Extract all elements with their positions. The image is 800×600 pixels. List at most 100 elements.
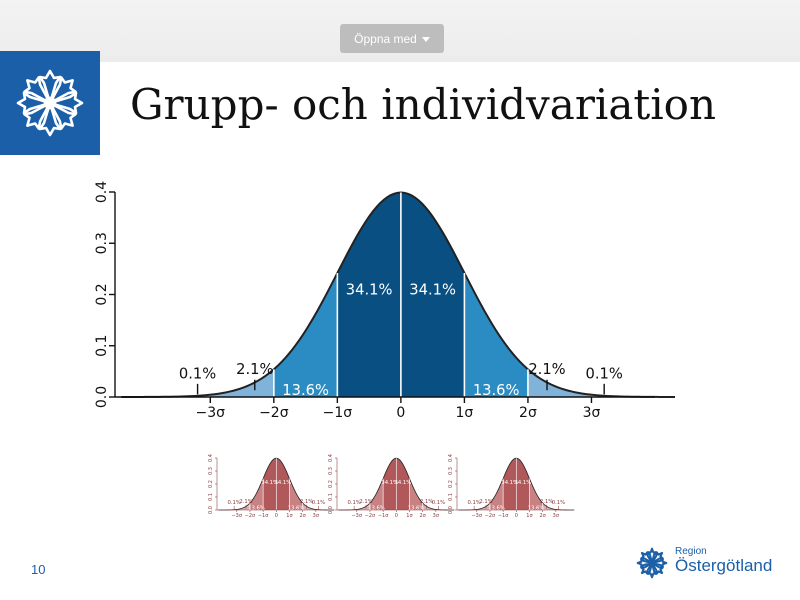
x-tick-label: 3σ xyxy=(583,405,601,421)
y-tick-label: 0.0 xyxy=(448,506,454,514)
band-label: 2.1% xyxy=(359,499,372,505)
y-tick-label: 0.4 xyxy=(95,181,110,203)
viewer-toolbar: Öppna med xyxy=(0,0,800,62)
x-tick-label: 3σ xyxy=(553,513,560,519)
thumbnail-charts: −3σ −2σ −1σ 0 1σ 2σ 3σ0.00.10.20.30.40.1%2.1%1… xyxy=(208,454,575,519)
band-label: 34.1% xyxy=(261,480,278,486)
band-label: 13.6% xyxy=(473,382,520,399)
x-tick-label: 0 xyxy=(396,405,405,421)
normal-distribution-chart: −3σ −2σ −1σ 0 1σ 2σ 3σ 0.0 0.1 0.2 0.3 0.4 0.1% 2.1% 1… xyxy=(95,181,675,421)
brand-name: Östergötland xyxy=(675,556,773,575)
y-tick-label: 0.1 xyxy=(328,493,334,501)
band-label: 0.1% xyxy=(586,365,623,382)
x-tick-label: 2σ xyxy=(539,513,546,519)
y-tick-label: 0.1 xyxy=(95,335,110,357)
band-label: 34.1% xyxy=(501,480,518,486)
x-tick-label: −2σ xyxy=(485,513,496,519)
band-label: 2.1% xyxy=(239,499,252,505)
band-label: 2.1% xyxy=(236,361,273,378)
x-tick-label: −1σ xyxy=(378,513,389,519)
y-tick-label: 0.0 xyxy=(208,506,214,514)
y-tick-label: 0.3 xyxy=(448,467,454,475)
x-tick-label: −1σ xyxy=(323,405,353,421)
band-label: 0.1% xyxy=(432,500,445,506)
x-tick-label: 3σ xyxy=(313,513,320,519)
x-tick-label: 2σ xyxy=(419,513,426,519)
open-with-label: Öppna med xyxy=(354,31,417,46)
y-tick-label: 0.3 xyxy=(95,232,110,254)
x-tick-label: −3σ xyxy=(471,513,482,519)
y-tick-label: 0.2 xyxy=(208,480,214,488)
band-label: 34.1% xyxy=(381,480,398,486)
sigma-band xyxy=(210,369,274,397)
y-tick-label: 0.2 xyxy=(95,283,110,305)
x-tick-label: 1σ xyxy=(406,513,413,519)
y-tick-label: 0.4 xyxy=(448,454,454,462)
x-tick-label: 0 xyxy=(515,513,518,519)
band-label: 0.1% xyxy=(347,500,360,506)
x-tick-label: −3σ xyxy=(196,405,226,421)
band-label: 13.6% xyxy=(528,505,545,511)
x-tick-label: −3σ xyxy=(231,513,242,519)
open-with-button[interactable]: Öppna med xyxy=(340,24,444,53)
x-tick-label: 0 xyxy=(275,513,278,519)
x-tick-label: 0 xyxy=(395,513,398,519)
cornflower-icon xyxy=(16,69,84,137)
band-label: 0.1% xyxy=(227,500,240,506)
cornflower-icon xyxy=(636,547,668,579)
x-tick-label: −2σ xyxy=(365,513,376,519)
band-label: 0.1% xyxy=(179,365,216,382)
brand-logo: Region Östergötland xyxy=(633,546,783,582)
band-label: 13.6% xyxy=(288,505,305,511)
density-curve xyxy=(218,457,335,511)
y-tick-label: 0.2 xyxy=(328,480,334,488)
band-label: 13.6% xyxy=(368,505,385,511)
x-tick-label: −3σ xyxy=(351,513,362,519)
band-label: 13.6% xyxy=(248,505,265,511)
band-label: 2.1% xyxy=(420,499,433,505)
band-label: 2.1% xyxy=(300,499,313,505)
sigma-band xyxy=(302,502,316,510)
band-label: 34.1% xyxy=(275,480,292,486)
y-tick-label: 0.4 xyxy=(328,454,334,462)
x-tick-label: 1σ xyxy=(456,405,474,421)
band-label: 2.1% xyxy=(479,499,492,505)
band-label: 2.1% xyxy=(528,361,565,378)
band-label: 13.6% xyxy=(408,505,425,511)
sigma-band xyxy=(476,502,490,510)
slide-title: Grupp- och individvariation xyxy=(130,80,717,129)
x-tick-label: −1σ xyxy=(258,513,269,519)
band-label: 0.1% xyxy=(312,500,325,506)
band-label: 13.6% xyxy=(282,382,329,399)
sigma-band xyxy=(236,502,250,510)
y-tick-label: 0.2 xyxy=(448,480,454,488)
sigma-band xyxy=(356,502,370,510)
y-tick-label: 0.1 xyxy=(208,493,214,501)
slide-number: 10 xyxy=(31,562,46,577)
x-tick-label: 2σ xyxy=(299,513,306,519)
band-label: 0.1% xyxy=(552,500,565,506)
band-label: 34.1% xyxy=(409,282,456,299)
band-label: 34.1% xyxy=(346,282,393,299)
brand-region: Region xyxy=(675,546,707,557)
y-tick-label: 0.3 xyxy=(208,467,214,475)
chevron-down-icon xyxy=(421,37,430,42)
density-curve xyxy=(338,457,455,511)
x-tick-label: 1σ xyxy=(526,513,533,519)
y-tick-label: 0.4 xyxy=(208,454,214,462)
y-tick-label: 0.0 xyxy=(328,506,334,514)
x-tick-label: 3σ xyxy=(433,513,440,519)
x-tick-label: −2σ xyxy=(245,513,256,519)
sigma-band xyxy=(422,502,436,510)
x-tick-label: 1σ xyxy=(286,513,293,519)
band-label: 34.1% xyxy=(395,480,412,486)
band-label: 0.1% xyxy=(467,500,480,506)
y-tick-label: 0.0 xyxy=(95,386,110,408)
x-tick-label: −1σ xyxy=(498,513,509,519)
x-tick-label: −2σ xyxy=(259,405,289,421)
band-label: 2.1% xyxy=(540,499,553,505)
sigma-band xyxy=(527,369,592,397)
y-tick-label: 0.1 xyxy=(448,493,454,501)
region-logo xyxy=(0,51,100,155)
band-label: 13.6% xyxy=(488,505,505,511)
